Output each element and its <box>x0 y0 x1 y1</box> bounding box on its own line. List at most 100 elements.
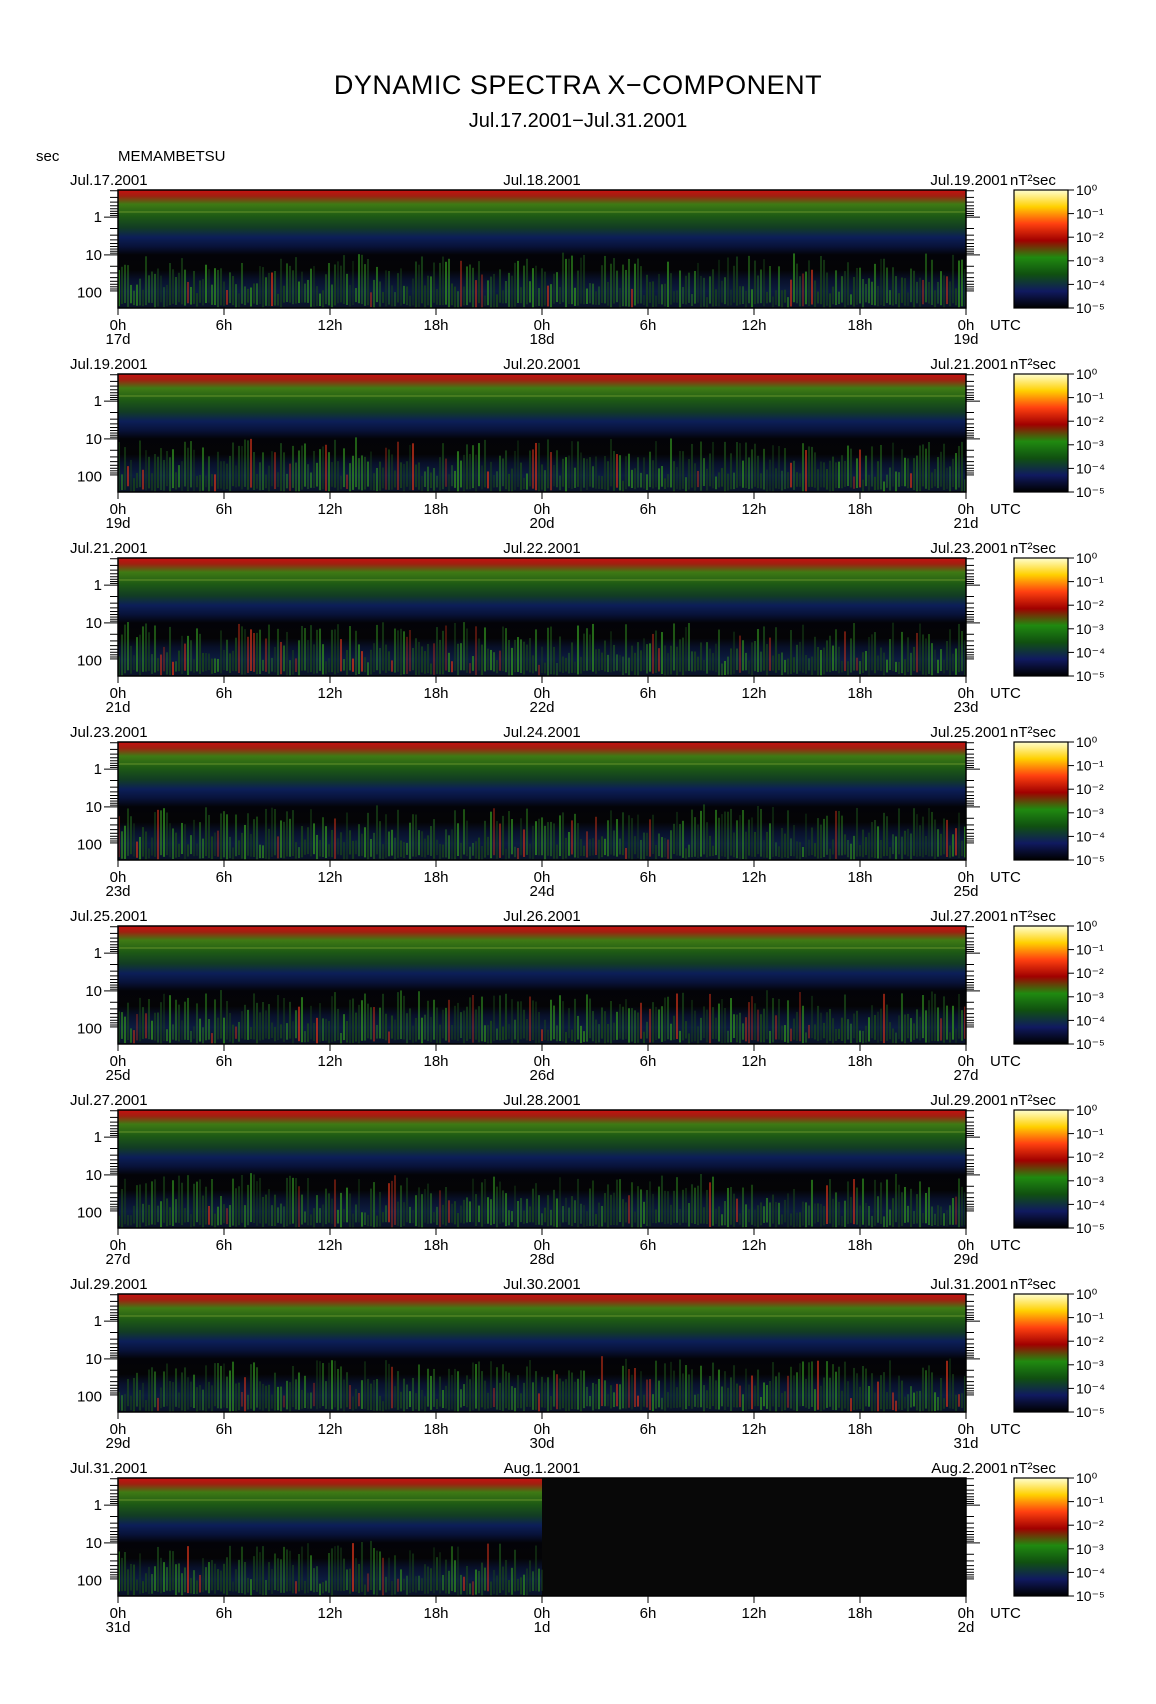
panel-end-date: Jul.19.2001 <box>930 172 1008 189</box>
spectral-streak <box>178 1004 180 1042</box>
spectral-streak <box>436 839 438 856</box>
spectral-streak <box>868 1386 870 1407</box>
spectral-streak <box>589 283 591 304</box>
spectral-streak <box>451 829 453 860</box>
spectral-streak <box>166 652 168 675</box>
panel-mid-date: Jul.24.2001 <box>503 724 581 741</box>
spectral-streak <box>490 811 492 859</box>
spectral-streak <box>847 1019 849 1040</box>
spectral-streak <box>508 1372 510 1410</box>
spectral-streak <box>745 652 747 671</box>
spectral-streak <box>649 1008 651 1043</box>
spectral-streak <box>955 648 957 675</box>
spectral-streak <box>445 1385 447 1409</box>
spectral-streak <box>373 643 375 672</box>
spectral-streak <box>352 1396 354 1411</box>
spectral-streak <box>364 1584 366 1596</box>
spectral-streak <box>952 834 954 857</box>
spectral-streak <box>139 634 141 676</box>
spectral-streak <box>379 461 381 491</box>
spectral-streak <box>820 461 822 488</box>
spectral-streak <box>400 462 402 488</box>
spectral-streak <box>439 1190 441 1227</box>
spectral-streak <box>154 625 156 673</box>
day-label: 29d <box>105 1435 130 1452</box>
spectral-streak <box>793 460 795 490</box>
spectral-streak <box>781 470 783 491</box>
spectral-streak <box>781 652 783 676</box>
spectral-streak <box>256 1181 258 1226</box>
spectral-streak <box>253 1556 255 1591</box>
spectral-streak <box>841 455 843 489</box>
y-tick-label: 1 <box>94 577 102 594</box>
spectral-streak <box>937 1205 939 1227</box>
spectral-streak <box>643 457 645 489</box>
spectral-streak <box>205 993 207 1041</box>
spectral-streak <box>484 439 486 488</box>
spectral-streak <box>892 1392 894 1411</box>
spectral-streak <box>262 452 264 491</box>
spectral-streak <box>562 252 564 303</box>
spectral-streak <box>832 456 834 491</box>
spectral-streak <box>475 280 477 308</box>
spectral-streak <box>739 1385 741 1408</box>
spectral-streak <box>925 1370 927 1409</box>
spectral-streak <box>391 1366 393 1409</box>
spectral-streak <box>646 1021 648 1039</box>
spectral-streak <box>760 269 762 304</box>
spectral-streak <box>325 1580 327 1592</box>
spectral-streak <box>766 1197 768 1223</box>
spectral-streak <box>349 626 351 671</box>
spectral-streak <box>688 623 690 671</box>
spectral-streak <box>544 1382 546 1408</box>
spectral-streak <box>391 1180 393 1228</box>
spectral-streak <box>565 657 567 672</box>
spectral-streak <box>919 1016 921 1041</box>
spectral-streak <box>535 1183 537 1225</box>
spectral-streak <box>145 831 147 860</box>
spectral-streak <box>532 1000 534 1041</box>
spectral-streak <box>916 455 918 492</box>
spectral-streak <box>901 1380 903 1411</box>
spectral-streak <box>472 994 474 1043</box>
spectral-streak <box>658 273 660 304</box>
spectral-streak <box>541 1569 543 1591</box>
spectral-streak <box>904 457 906 487</box>
spectral-streak <box>706 468 708 491</box>
spectral-streak <box>694 1394 696 1407</box>
colorbar-unit: nT²sec <box>1010 1092 1056 1109</box>
spectral-streak <box>238 445 240 487</box>
spectral-streak <box>691 651 693 672</box>
spectral-streak <box>328 263 330 306</box>
spectral-streak <box>367 258 369 306</box>
y-tick-label: 1 <box>94 393 102 410</box>
spectral-streak <box>688 1203 690 1227</box>
spectral-streak <box>532 268 534 308</box>
spectral-streak <box>259 266 261 304</box>
spectral-streak <box>166 1198 168 1227</box>
spectral-streak <box>706 822 708 858</box>
x-tick-label: 0h <box>110 869 127 886</box>
spectral-streak <box>457 823 459 857</box>
spectral-streak <box>592 466 594 488</box>
spectral-streak <box>916 1009 918 1039</box>
spectral-streak <box>703 1006 705 1039</box>
colorbar-tick-label: 10⁻¹ <box>1076 1126 1104 1142</box>
spectral-streak <box>565 1197 567 1223</box>
spectral-streak <box>187 447 189 492</box>
spectral-streak <box>901 836 903 860</box>
spectral-streak <box>466 1565 468 1595</box>
spectral-streak <box>742 286 744 305</box>
spectral-streak <box>703 1207 705 1224</box>
panel-end-date: Jul.31.2001 <box>930 1276 1008 1293</box>
spectral-streak <box>484 820 486 858</box>
spectral-streak <box>265 1385 267 1409</box>
spectral-streak <box>196 1387 198 1412</box>
spectral-streak <box>175 661 177 672</box>
spectral-streak <box>139 440 141 488</box>
panel-mid-date: Jul.22.2001 <box>503 540 581 557</box>
spectral-streak <box>307 1178 309 1226</box>
colorbar-tick-label: 10⁻⁴ <box>1076 644 1105 660</box>
colorbar-tick-label: 10⁻² <box>1076 781 1104 797</box>
spectral-streak <box>175 832 177 858</box>
